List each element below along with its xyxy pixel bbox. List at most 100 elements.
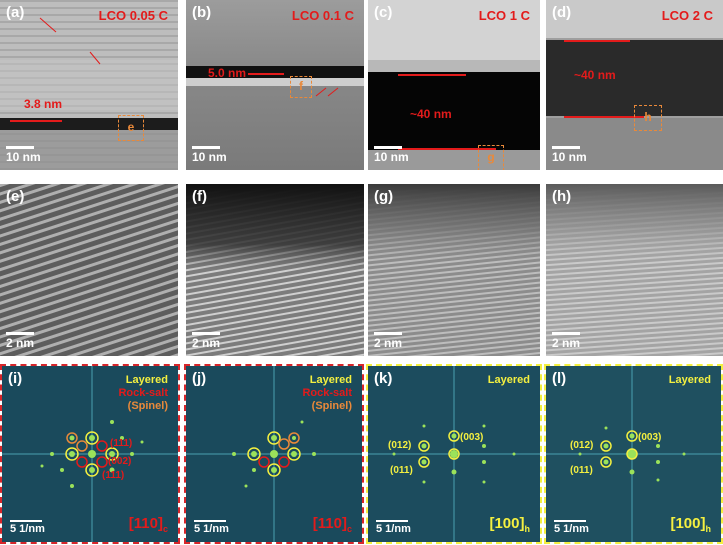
panel-b-scalebar: 10 nm	[192, 146, 227, 164]
panel-d-top-line	[564, 40, 630, 42]
panel-a-title: LCO 0.05 C	[98, 8, 168, 23]
panel-d-tag: (d)	[552, 4, 572, 21]
panel-l-layered: Layered	[668, 374, 711, 386]
panel-i-zone: [110]	[128, 515, 163, 532]
panel-h-scalebar: 2 nm	[552, 332, 580, 350]
panel-l-fft: (l) Layered (012) (011) (003) 5 1/nm [10…	[544, 364, 723, 544]
panel-a-scale-label: 10 nm	[6, 150, 41, 164]
panel-e-tag: (e)	[6, 188, 25, 205]
panel-k-index-012: (012)	[388, 440, 412, 451]
panel-i-fft: (i) Layered Rock-salt (Spinel) (111) (00…	[0, 364, 180, 544]
panel-i-legend: Layered Rock-salt (Spinel)	[118, 374, 168, 413]
panel-b-tag: (b)	[192, 4, 212, 21]
panel-j-zone: [110]	[312, 515, 347, 532]
panel-a-thickness: 3.8 nm	[24, 97, 63, 111]
panel-k-tag: (k)	[374, 370, 393, 387]
panel-a-stem-image: (a) LCO 0.05 C 3.8 nm e 10 nm	[0, 0, 178, 170]
panel-i-zone-axis: [110]c	[129, 515, 168, 534]
panel-k-zone: [100]	[489, 515, 525, 532]
panel-c-scalebar: 10 nm	[374, 146, 409, 164]
panel-i-zone-sub: c	[162, 524, 168, 534]
panel-k-scale-label: 5 1/nm	[376, 523, 411, 535]
panel-b-image	[186, 0, 364, 170]
panel-d-scalebar: 10 nm	[552, 146, 587, 164]
panel-d-box-h: h	[634, 105, 662, 131]
panel-i-rocksalt: Rock-salt	[118, 387, 168, 399]
panel-j-zone-axis: [110]c	[313, 515, 352, 534]
panel-b-stem-image: (b) LCO 0.1 C 5.0 nm f 10 nm	[186, 0, 364, 170]
panel-c-image	[368, 0, 540, 170]
panel-f-scalebar: 2 nm	[192, 332, 220, 350]
panel-l-zone-sub: h	[705, 524, 712, 534]
panel-l-scale-label: 5 1/nm	[554, 523, 589, 535]
panel-d-image	[546, 0, 723, 170]
panel-a-top-line	[10, 120, 62, 122]
panel-k-index-011: (011)	[390, 465, 413, 476]
panel-c-stem-image: (c) LCO 1 C ~40 nm g 10 nm	[368, 0, 540, 170]
panel-g-image	[368, 184, 540, 356]
panel-j-fft: (j) Layered Rock-salt (Spinel) 5 1/nm [1…	[184, 364, 364, 544]
panel-i-spinel: (Spinel)	[127, 400, 168, 412]
panel-c-tag: (c)	[374, 4, 393, 21]
panel-e-stem-image: (e) 2 nm	[0, 184, 178, 356]
panel-j-spinel: (Spinel)	[311, 400, 352, 412]
panel-j-image	[186, 366, 362, 542]
panel-a-image	[0, 0, 178, 170]
panel-j-tag: (j)	[192, 370, 207, 387]
panel-f-tag: (f)	[192, 188, 207, 205]
panel-e-scalebar: 2 nm	[6, 332, 34, 350]
panel-k-zone-axis: [100]h	[489, 515, 530, 534]
panel-d-scale-label: 10 nm	[552, 150, 587, 164]
panel-h-scale-label: 2 nm	[552, 336, 581, 350]
panel-i-index-2: (002)	[108, 456, 132, 467]
panel-e-image	[0, 184, 178, 356]
panel-g-scale-label: 2 nm	[374, 336, 403, 350]
panel-k-scalebar: 5 1/nm	[376, 520, 411, 535]
panel-j-scale-label: 5 1/nm	[194, 523, 229, 535]
panel-i-index-3: (111)	[102, 470, 125, 481]
panel-c-title: LCO 1 C	[478, 8, 530, 23]
panel-l-index-012: (012)	[570, 440, 594, 451]
panel-d-bottom-line	[564, 116, 644, 118]
panel-i-layered: Layered	[125, 374, 168, 386]
panel-j-rocksalt: Rock-salt	[302, 387, 352, 399]
panel-b-title: LCO 0.1 C	[291, 8, 354, 23]
panel-a-box-e: e	[118, 115, 144, 141]
panel-l-tag: (l)	[552, 370, 567, 387]
panel-j-legend: Layered Rock-salt (Spinel)	[302, 374, 352, 413]
panel-d-stem-image: (d) LCO 2 C ~40 nm h 10 nm	[546, 0, 723, 170]
panel-i-tag: (i)	[8, 370, 23, 387]
panel-k-zone-sub: h	[524, 524, 531, 534]
panel-i-index-1: (111)	[110, 438, 133, 449]
panel-b-scale-label: 10 nm	[192, 150, 227, 164]
panel-f-scale-label: 2 nm	[192, 336, 221, 350]
panel-j-zone-sub: c	[346, 524, 352, 534]
panel-c-thickness: ~40 nm	[410, 107, 452, 121]
panel-c-bottom-line	[398, 148, 496, 150]
panel-h-image	[546, 184, 723, 356]
panel-i-image	[2, 366, 178, 542]
panel-k-layered: Layered	[487, 374, 530, 386]
panel-h-tag: (h)	[552, 188, 572, 205]
panel-k-image	[368, 366, 540, 542]
panel-d-thickness: ~40 nm	[574, 68, 616, 82]
panel-a-tag: (a)	[6, 4, 25, 21]
panel-l-index-011: (011)	[570, 465, 593, 476]
panel-c-box-g: g	[478, 145, 504, 170]
panel-c-top-line	[398, 74, 466, 76]
panel-d-title: LCO 2 C	[661, 8, 713, 23]
panel-f-image	[186, 184, 364, 356]
panel-l-zone-axis: [100]h	[670, 515, 711, 534]
panel-b-box-f: f	[290, 76, 312, 98]
panel-k-index-003: (003)	[460, 432, 484, 443]
panel-l-zone: [100]	[670, 515, 706, 532]
panel-i-scale-label: 5 1/nm	[10, 523, 45, 535]
panel-j-layered: Layered	[309, 374, 352, 386]
panel-c-scale-label: 10 nm	[374, 150, 409, 164]
panel-g-tag: (g)	[374, 188, 394, 205]
panel-h-stem-image: (h) 2 nm	[546, 184, 723, 356]
panel-b-thickness: 5.0 nm	[208, 66, 247, 80]
panel-g-scalebar: 2 nm	[374, 332, 402, 350]
panel-l-scalebar: 5 1/nm	[554, 520, 589, 535]
panel-a-scalebar: 10 nm	[6, 146, 41, 164]
